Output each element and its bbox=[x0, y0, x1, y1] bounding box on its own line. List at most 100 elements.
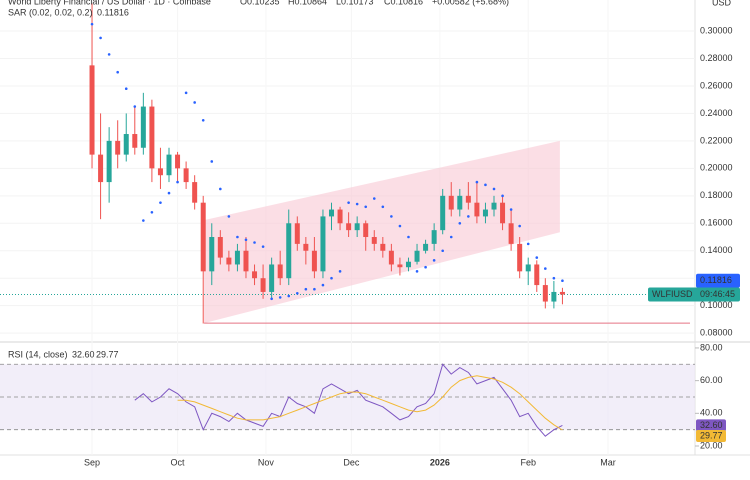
candle-body bbox=[388, 250, 394, 265]
ohlc-value: +0.00582 (+5.68%) bbox=[432, 0, 509, 6]
x-tick-label: Feb bbox=[520, 457, 536, 467]
sar-dot bbox=[509, 208, 513, 211]
y-tick-label: 0.24000 bbox=[700, 108, 733, 118]
sar-dot bbox=[518, 224, 521, 228]
candle-body bbox=[106, 140, 112, 183]
candle-body bbox=[405, 261, 411, 268]
rsi-legend-value: 32.60 bbox=[72, 349, 95, 359]
x-tick-label: Dec bbox=[343, 457, 360, 467]
candle-body bbox=[380, 243, 386, 251]
sar-dot bbox=[355, 202, 359, 206]
y-tick-label: 0.16000 bbox=[700, 218, 733, 228]
candle-body bbox=[414, 250, 420, 262]
sar-dot bbox=[467, 215, 470, 218]
candle-body bbox=[542, 285, 548, 302]
candle-body bbox=[525, 264, 531, 272]
candle-body bbox=[346, 223, 352, 231]
sar-dot bbox=[364, 205, 368, 209]
candle-body bbox=[166, 154, 172, 176]
y-tick-label: 0.30000 bbox=[700, 25, 733, 35]
rsi-tick-label: 80.00 bbox=[700, 342, 723, 352]
x-tick-label: Mar bbox=[600, 457, 616, 467]
sar-dot bbox=[184, 91, 188, 95]
y-tick-label: 0.28000 bbox=[700, 53, 733, 63]
candle-body bbox=[149, 106, 155, 169]
y-tick-label: 0.18000 bbox=[700, 190, 733, 200]
candle-body bbox=[371, 237, 377, 244]
y-tick-label: 0.14000 bbox=[700, 245, 733, 255]
candle-body bbox=[192, 182, 198, 203]
sar-dot bbox=[475, 180, 479, 184]
sar-dot bbox=[278, 296, 282, 299]
ohlc-value: C0.10816 bbox=[384, 0, 423, 6]
last-price-tag bbox=[648, 287, 740, 302]
sar-dot bbox=[492, 187, 496, 191]
sar-dot bbox=[338, 270, 342, 273]
rsi-tick-label: 60.00 bbox=[700, 375, 723, 385]
sar-dot bbox=[313, 287, 316, 291]
candle-body bbox=[559, 291, 565, 295]
candle-body bbox=[551, 291, 557, 302]
candle-body bbox=[482, 209, 488, 217]
sar-dot bbox=[544, 267, 547, 270]
sar-price-tag bbox=[696, 273, 740, 288]
sar-dot bbox=[321, 283, 325, 287]
sar-dot bbox=[219, 187, 222, 191]
candle-body bbox=[397, 264, 403, 268]
candle-body bbox=[354, 223, 360, 231]
sar-dot bbox=[381, 205, 385, 209]
y-tick-label: 0.10000 bbox=[700, 300, 733, 310]
candle-body bbox=[200, 202, 206, 272]
sar-dot bbox=[398, 224, 402, 228]
sar-dot bbox=[372, 197, 376, 200]
candle-body bbox=[517, 243, 523, 272]
sar-dot bbox=[347, 201, 350, 204]
candle-body bbox=[157, 168, 163, 176]
y-tick-label: 0.08000 bbox=[700, 328, 733, 338]
sar-dot bbox=[193, 101, 196, 104]
sar-dot bbox=[90, 22, 94, 26]
sar-dot bbox=[270, 297, 273, 301]
candle-body bbox=[491, 202, 497, 210]
candle-body bbox=[508, 223, 514, 244]
channel bbox=[204, 140, 560, 324]
candle-body bbox=[260, 278, 266, 292]
candle-body bbox=[423, 243, 429, 251]
sar-dot bbox=[261, 245, 265, 248]
y-tick-label: 0.26000 bbox=[700, 80, 733, 90]
sar-dot bbox=[458, 221, 462, 225]
candle-body bbox=[226, 257, 232, 265]
sar-dot bbox=[501, 194, 504, 198]
sar-dot bbox=[330, 276, 333, 280]
sar-dot bbox=[484, 183, 487, 187]
candle-body bbox=[294, 223, 300, 244]
sar-dot bbox=[295, 292, 299, 295]
candle-body bbox=[286, 223, 292, 279]
sar-price-tag-label: 0.11816 bbox=[700, 275, 732, 285]
sar-dot bbox=[561, 279, 564, 283]
candle-body bbox=[140, 106, 146, 148]
x-tick-label: 2026 bbox=[430, 457, 450, 467]
candle-body bbox=[277, 264, 283, 279]
candle-body bbox=[123, 134, 129, 155]
ohlc-value: H0.10864 bbox=[288, 0, 327, 6]
candle-body bbox=[243, 250, 249, 272]
candle-body bbox=[269, 264, 275, 292]
rsi-tag-label: 32.60 bbox=[700, 420, 723, 430]
ohlc-value: O0.10235 bbox=[240, 0, 280, 6]
rsi-title: RSI (14, close) bbox=[8, 349, 68, 359]
candle-body bbox=[474, 202, 480, 217]
sar-dot bbox=[210, 160, 214, 163]
chart-title: World Liberty Financial / US Dollar · 1D… bbox=[8, 0, 211, 6]
sar-dot bbox=[116, 70, 119, 74]
sar-dot bbox=[390, 215, 393, 218]
sar-dot bbox=[407, 235, 410, 239]
rsi-tick-label: 20.00 bbox=[700, 440, 723, 450]
candle-body bbox=[431, 230, 437, 244]
candle-body bbox=[209, 237, 215, 272]
sar-dot bbox=[432, 259, 436, 262]
ohlc-value: L0.10173 bbox=[336, 0, 374, 6]
candle-body bbox=[132, 134, 138, 148]
sar-dot bbox=[236, 235, 239, 239]
